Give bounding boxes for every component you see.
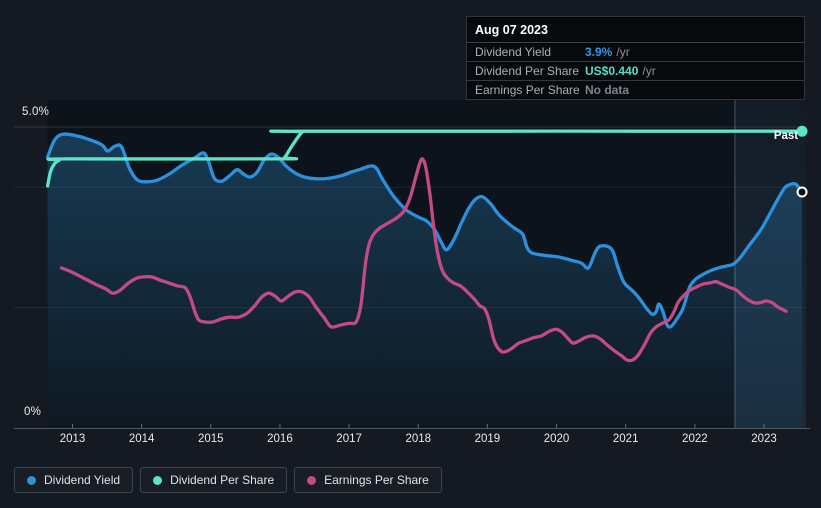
legend-item-earnings-per-share[interactable]: Earnings Per Share xyxy=(294,467,442,493)
earnings-per-share-line xyxy=(59,157,788,363)
x-axis-label-2015: 2015 xyxy=(198,433,224,445)
x-axis-label-2023: 2023 xyxy=(751,433,777,445)
x-axis-label-2021: 2021 xyxy=(612,433,639,445)
x-axis-label-2016: 2016 xyxy=(267,433,293,445)
dividend-per-share-end-marker-icon xyxy=(796,125,808,137)
chart-tooltip: Aug 07 2023 Dividend Yield 3.9% /yr Divi… xyxy=(466,16,805,100)
chart-legend: Dividend Yield Dividend Per Share Earnin… xyxy=(14,467,442,493)
x-axis-label-2014: 2014 xyxy=(128,433,155,445)
legend-item-dividend-per-share[interactable]: Dividend Per Share xyxy=(140,467,288,493)
tooltip-label: Dividend Yield xyxy=(475,45,552,59)
past-region-highlight xyxy=(734,100,806,428)
y-axis-label-0pct: 0% xyxy=(24,406,42,418)
x-axis-label-2013: 2013 xyxy=(59,433,86,445)
tooltip-label: Dividend Per Share xyxy=(475,64,580,78)
tooltip-row-earnings-per-share: Earnings Per Share No data xyxy=(467,81,804,99)
tooltip-unit: /yr xyxy=(616,45,630,59)
dividend-history-chart[interactable]: 5.0% 0% 2013 2014 2015 2016 2017 2018 2019 2020… xyxy=(0,0,821,460)
tooltip-date: Aug 07 2023 xyxy=(467,17,804,43)
x-axis-label-2018: 2018 xyxy=(405,433,432,445)
tooltip-value: US$0.440 xyxy=(585,64,639,78)
tooltip-value: No data xyxy=(585,83,630,97)
legend-label: Dividend Yield xyxy=(44,473,121,487)
chart-canvas[interactable] xyxy=(0,0,821,460)
x-axis-label-2019: 2019 xyxy=(474,433,501,445)
dividend-yield-dot-icon xyxy=(27,475,36,485)
dividend-per-share-dot-icon xyxy=(153,475,163,485)
tooltip-row-dividend-per-share: Dividend Per Share US$0.440 /yr xyxy=(467,62,804,81)
dividend-yield-area xyxy=(47,134,803,428)
past-region-label: Past xyxy=(773,130,799,142)
legend-label: Earnings Per Share xyxy=(324,473,429,487)
x-axis-label-2022: 2022 xyxy=(682,433,708,445)
dividend-per-share-line xyxy=(45,129,804,188)
dividend-yield-line xyxy=(45,132,804,329)
earnings-per-share-dot-icon xyxy=(307,475,317,485)
x-axis-label-2020: 2020 xyxy=(543,433,570,445)
legend-item-dividend-yield[interactable]: Dividend Yield xyxy=(14,467,134,493)
dividend-yield-end-marker-icon xyxy=(796,186,808,198)
tooltip-row-dividend-yield: Dividend Yield 3.9% /yr xyxy=(467,43,804,62)
tooltip-value: 3.9% xyxy=(585,45,613,59)
y-axis-label-5pct: 5.0% xyxy=(22,106,50,118)
legend-label: Dividend Per Share xyxy=(170,473,275,487)
tooltip-label: Earnings Per Share xyxy=(475,83,580,97)
tooltip-unit: /yr xyxy=(642,64,656,78)
x-axis-label-2017: 2017 xyxy=(336,433,362,445)
